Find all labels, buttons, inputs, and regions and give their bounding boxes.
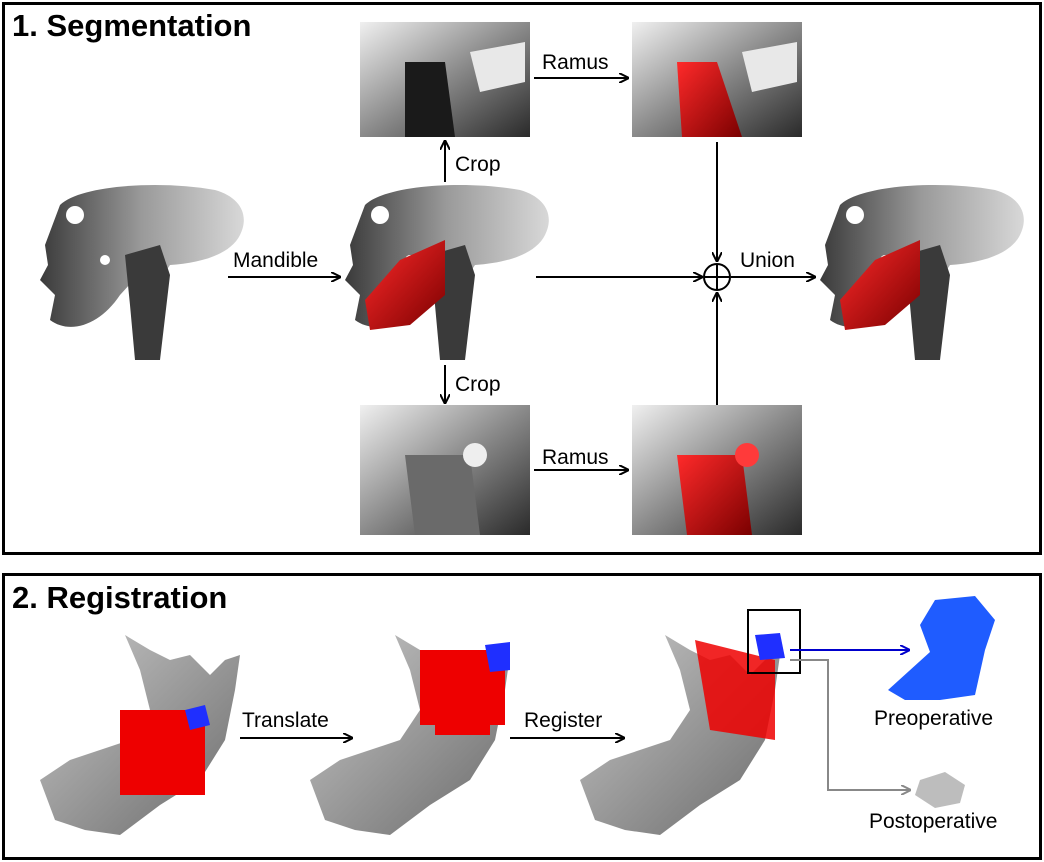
registration-title: 2. Registration	[12, 580, 228, 615]
mandible-segmented-image	[345, 185, 549, 360]
label-crop-top: Crop	[455, 153, 501, 176]
label-postoperative: Postoperative	[869, 810, 998, 833]
label-preoperative: Preoperative	[874, 707, 994, 730]
input-skull-image	[40, 185, 244, 360]
ramus-top-image	[632, 22, 802, 137]
mandible-translated-image	[310, 635, 510, 835]
label-ramus-bottom: Ramus	[542, 446, 609, 469]
mandible-registered-image	[580, 633, 785, 835]
label-ramus-top: Ramus	[542, 51, 609, 74]
label-register: Register	[524, 709, 603, 732]
label-union: Union	[740, 249, 795, 272]
label-mandible: Mandible	[233, 249, 319, 272]
zoom-box	[747, 609, 801, 674]
mandible-initial-image	[40, 635, 240, 835]
crop-top-image	[360, 22, 530, 137]
segmentation-title: 1. Segmentation	[12, 8, 252, 43]
union-result-image	[820, 185, 1024, 360]
preoperative-shape	[888, 596, 995, 700]
ramus-bottom-image	[632, 405, 802, 535]
arrow-postoperative	[790, 659, 910, 790]
union-operator-icon	[703, 263, 731, 291]
label-crop-bottom: Crop	[455, 373, 501, 396]
postoperative-shape	[915, 772, 965, 808]
crop-bottom-image	[360, 405, 530, 535]
label-translate: Translate	[242, 709, 329, 732]
